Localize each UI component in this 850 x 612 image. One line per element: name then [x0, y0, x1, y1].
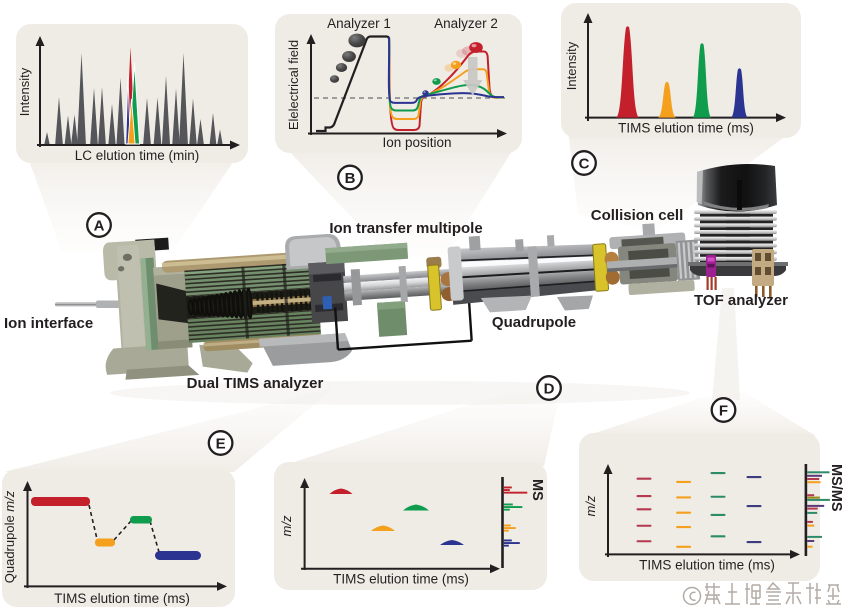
svg-text:Intensity: Intensity — [17, 67, 32, 116]
svg-text:TIMS elution time (ms): TIMS elution time (ms) — [54, 591, 190, 606]
svg-text:B: B — [345, 170, 356, 187]
svg-text:Intensity: Intensity — [564, 41, 579, 90]
svg-text:Analyzer 1: Analyzer 1 — [327, 16, 391, 31]
svg-text:Ion position: Ion position — [382, 135, 451, 150]
svg-text:D: D — [544, 381, 555, 398]
svg-text:m/z: m/z — [583, 495, 598, 516]
svg-text:A: A — [94, 218, 105, 235]
svg-text:TIMS elution time (ms): TIMS elution time (ms) — [618, 121, 754, 136]
svg-text:C: C — [579, 156, 590, 173]
svg-text:Quadrupole m/z: Quadrupole m/z — [2, 490, 17, 583]
svg-text:Analyzer 2: Analyzer 2 — [434, 16, 498, 31]
svg-text:TOF analyzer: TOF analyzer — [694, 292, 788, 309]
svg-text:TIMS elution time (ms): TIMS elution time (ms) — [639, 558, 775, 573]
svg-text:LC elution time (min): LC elution time (min) — [75, 148, 200, 163]
svg-text:F: F — [719, 403, 728, 420]
svg-text:Collision cell: Collision cell — [591, 207, 684, 224]
svg-text:Dual TIMS analyzer: Dual TIMS analyzer — [187, 375, 324, 392]
svg-text:m/z: m/z — [279, 515, 294, 536]
svg-text:Ion interface: Ion interface — [4, 315, 93, 332]
svg-text:MS/MS: MS/MS — [828, 464, 844, 512]
svg-text:Elelectrical field: Elelectrical field — [286, 40, 301, 130]
svg-text:TIMS elution time (ms): TIMS elution time (ms) — [333, 572, 469, 587]
svg-text:Quadrupole: Quadrupole — [492, 314, 576, 331]
svg-text:MS: MS — [529, 479, 545, 501]
svg-text:Ion transfer multipole: Ion transfer multipole — [329, 220, 482, 237]
svg-text:E: E — [216, 436, 226, 453]
